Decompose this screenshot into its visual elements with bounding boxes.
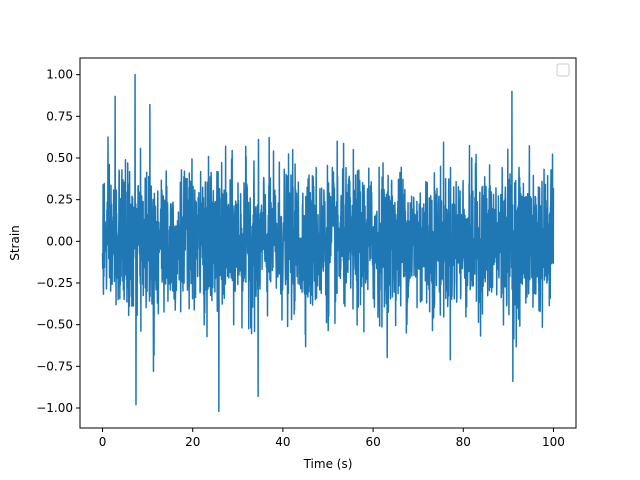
- x-tick-label: 40: [275, 435, 290, 449]
- y-tick-label: −0.50: [36, 318, 73, 332]
- x-tick-label: 20: [185, 435, 200, 449]
- x-axis-label: Time (s): [303, 457, 353, 471]
- y-tick-label: 0.50: [46, 151, 73, 165]
- series-layer: [101, 73, 555, 413]
- y-tick-label: −0.25: [36, 276, 73, 290]
- x-tick-label: 0: [99, 435, 107, 449]
- y-tick-label: −0.75: [36, 359, 73, 373]
- y-tick-label: 1.00: [46, 68, 73, 82]
- x-tick-label: 60: [365, 435, 380, 449]
- strain-series-line: [101, 73, 555, 413]
- y-axis-label: Strain: [8, 225, 22, 261]
- axes-frame: [79, 57, 577, 429]
- y-tick-label: 0.75: [46, 109, 73, 123]
- x-tick-label: 80: [456, 435, 471, 449]
- x-tick-label: 100: [542, 435, 565, 449]
- y-tick-label: 0.25: [46, 193, 73, 207]
- y-tick-label: 0.00: [46, 234, 73, 248]
- y-tick-label: −1.00: [36, 401, 73, 415]
- legend: [556, 63, 570, 77]
- axes-layer: 0 20 40 60 80 100 −1.00 −0.75 −0.50 −0.25 0.00 0.25…: [36, 57, 577, 449]
